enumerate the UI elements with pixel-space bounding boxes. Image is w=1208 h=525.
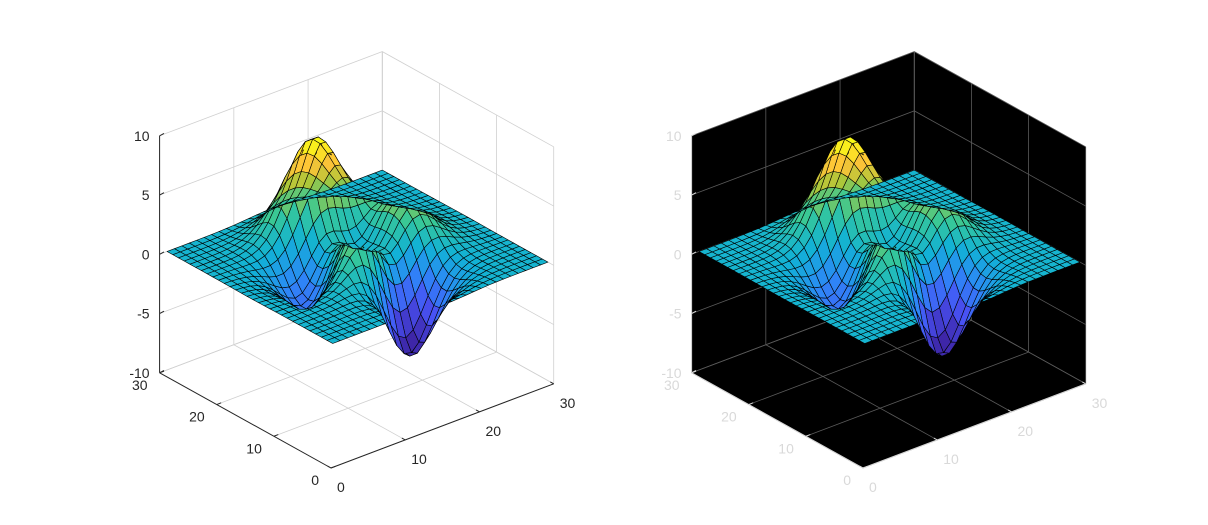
x-tick-mark (475, 409, 480, 413)
y-tick-mark (805, 434, 811, 437)
x-axis-line (330, 383, 554, 469)
surface-mesh (166, 136, 549, 357)
floor-plane (691, 288, 1086, 468)
z-tick-mark (691, 369, 697, 374)
z-tick-mark (691, 132, 697, 137)
z-tick-label: 10 (134, 128, 150, 144)
x-tick-label: 10 (943, 451, 959, 467)
y-tick-mark (748, 402, 754, 405)
floor-plane (159, 288, 554, 468)
z-tick-mark (691, 310, 697, 314)
y-tick-label: 20 (189, 409, 205, 425)
y-tick-label: 10 (246, 440, 262, 456)
z-tick-label: 5 (674, 187, 682, 203)
x-tick-label: 30 (1092, 395, 1108, 411)
x-tick-mark (401, 437, 406, 441)
x-tick-mark (859, 465, 864, 469)
z-tick-label: -5 (669, 306, 682, 322)
y-axis-line (159, 372, 332, 469)
surface-face (166, 248, 181, 255)
z-tick-label: -5 (137, 306, 150, 322)
z-tick-mark (159, 310, 165, 314)
surface-face (698, 248, 713, 255)
x-tick-mark (550, 381, 554, 385)
z-tick-label: -10 (661, 365, 681, 381)
x-tick-mark (933, 437, 938, 441)
y-tick-label: 0 (311, 472, 319, 488)
y-tick-label: 30 (664, 377, 680, 393)
x-tick-mark (1007, 409, 1012, 413)
y-tick-label: 30 (132, 377, 148, 393)
y-tick-label: 0 (843, 472, 851, 488)
x-tick-mark (1082, 381, 1086, 385)
x-tick-mark (327, 465, 332, 469)
z-tick-label: 10 (666, 128, 682, 144)
y-tick-mark (330, 465, 336, 469)
z-tick-mark (691, 251, 697, 255)
z-tick-label: -10 (129, 365, 149, 381)
z-tick-mark (159, 132, 165, 137)
z-tick-label: 5 (142, 187, 150, 203)
y-tick-mark (862, 465, 868, 469)
x-tick-label: 20 (485, 423, 501, 439)
z-tick-label: 0 (142, 246, 150, 262)
surface-mesh (698, 136, 1081, 357)
y-axis-line (691, 372, 864, 469)
x-axis-line (862, 383, 1086, 469)
y-tick-label: 10 (778, 440, 794, 456)
x-tick-label: 0 (869, 479, 877, 495)
y-tick-label: 20 (721, 409, 737, 425)
x-tick-label: 10 (411, 451, 427, 467)
y-tick-mark (216, 402, 222, 405)
y-tick-mark (273, 434, 279, 437)
z-tick-mark (159, 369, 165, 374)
z-tick-mark (159, 251, 165, 255)
z-tick-mark (691, 192, 697, 196)
z-tick-label: 0 (674, 246, 682, 262)
x-tick-label: 30 (560, 395, 576, 411)
x-tick-label: 0 (337, 479, 345, 495)
z-tick-mark (159, 192, 165, 196)
x-tick-label: 20 (1017, 423, 1033, 439)
